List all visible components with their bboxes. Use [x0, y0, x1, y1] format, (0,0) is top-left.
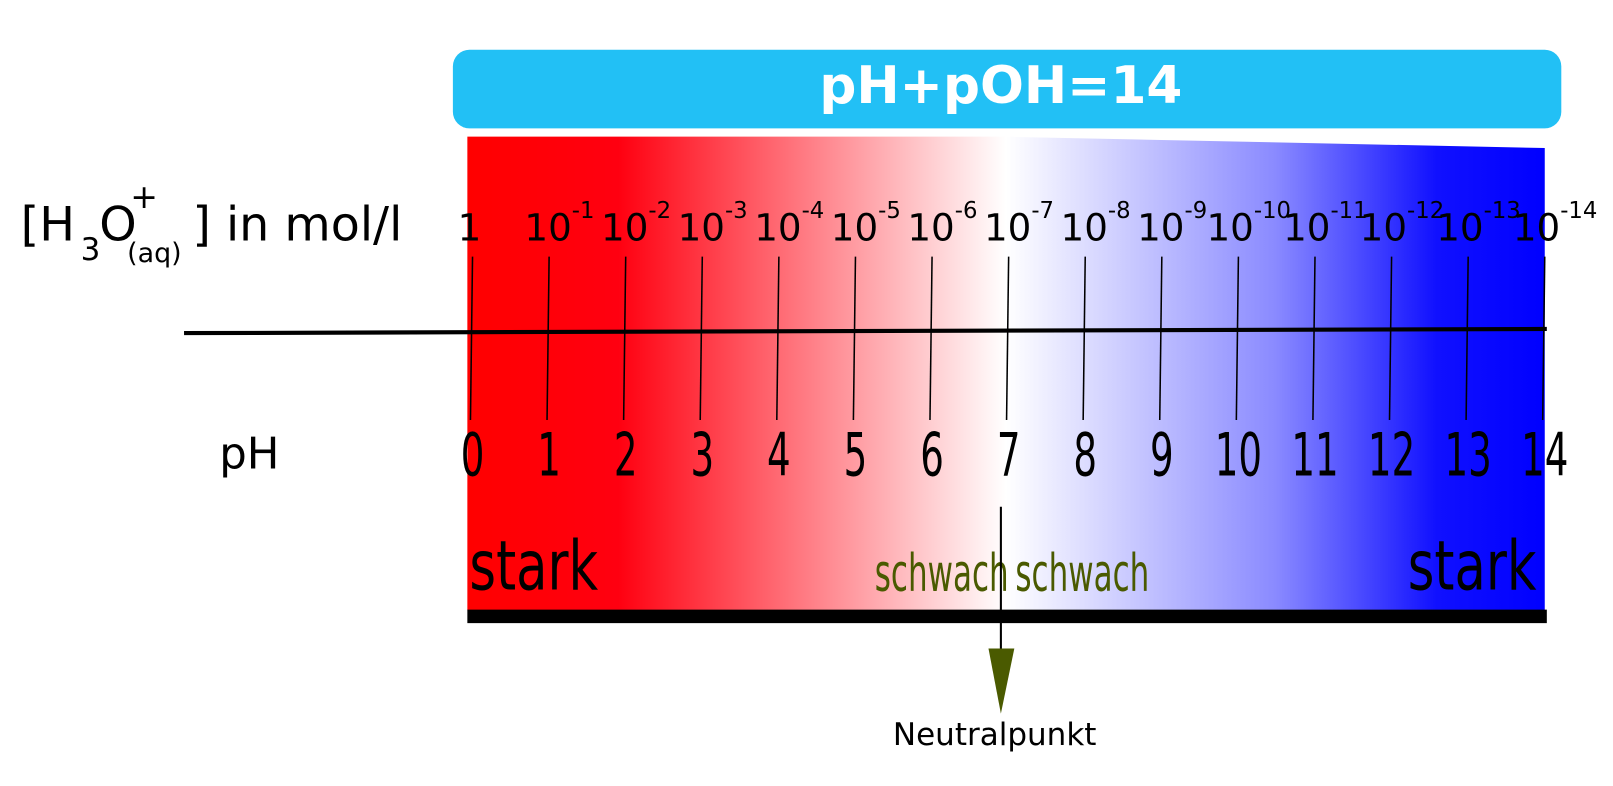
- strong-acid-label: stark: [469, 527, 598, 606]
- strong-base-label: stark: [1408, 527, 1537, 606]
- concentration: 10-4: [754, 198, 824, 250]
- tick-line: [699, 256, 704, 420]
- concentration-exponent: -13: [1484, 198, 1521, 224]
- ph-value: 7: [997, 420, 1021, 490]
- ph-value: 8: [1073, 420, 1097, 490]
- concentration-exponent: -14: [1560, 198, 1597, 224]
- ph-value: 10: [1215, 420, 1262, 490]
- conc-label-charge: +: [130, 177, 158, 216]
- concentration-exponent: -7: [1031, 198, 1054, 224]
- concentration: 10-2: [601, 198, 671, 250]
- concentration-base: 10: [524, 205, 571, 249]
- neutral-label: Neutralpunkt: [893, 717, 1096, 753]
- concentration-base: 10: [1061, 205, 1108, 249]
- tick-line: [469, 256, 474, 420]
- concentration: 10-5: [831, 198, 901, 250]
- weak-acid-label: schwach: [875, 544, 1009, 605]
- concentration-base: 10: [678, 205, 725, 249]
- ph-value: 2: [614, 420, 638, 490]
- concentration: 10-12: [1360, 198, 1445, 250]
- tick-line: [1235, 256, 1240, 420]
- concentration-exponent: -8: [1108, 198, 1131, 224]
- ph-value: 12: [1368, 420, 1415, 490]
- concentration-base: 10: [1360, 205, 1407, 249]
- ph-value: 13: [1445, 420, 1492, 490]
- ph-value: 14: [1521, 420, 1568, 490]
- concentration-exponent: -5: [878, 198, 901, 224]
- ph-value: 5: [844, 420, 868, 490]
- concentration-exponent: -12: [1407, 198, 1444, 224]
- neutral-arrow: [988, 648, 1015, 714]
- ph-value: 4: [767, 420, 791, 490]
- conc-label-open: [H: [21, 198, 75, 253]
- concentration-base: 10: [831, 205, 878, 249]
- tick-line: [1005, 256, 1010, 420]
- concentration-exponent: -1: [572, 198, 595, 224]
- tick-line: [1541, 256, 1546, 420]
- tick-line: [1388, 256, 1393, 420]
- tick-line: [1158, 256, 1163, 420]
- concentration: 10-6: [907, 198, 977, 250]
- ph-value: 11: [1291, 420, 1338, 490]
- concentration-base: 10: [1436, 205, 1483, 249]
- concentration: 10-13: [1436, 198, 1521, 250]
- concentration-exponent: -2: [648, 198, 671, 224]
- tick-line: [546, 256, 550, 420]
- concentration-base: 10: [984, 205, 1031, 249]
- concentration: 10-11: [1283, 198, 1368, 250]
- concentration-base: 10: [601, 205, 648, 249]
- concentration: 10-14: [1513, 198, 1598, 250]
- concentration: 10-8: [1061, 198, 1131, 250]
- concentration-base: 1: [458, 205, 482, 249]
- concentration-base: 10: [1513, 205, 1560, 249]
- conc-label-state: (aq): [127, 238, 182, 269]
- axis-line: [184, 326, 1547, 336]
- concentration: 10-9: [1137, 198, 1207, 250]
- concentration-base: 10: [754, 205, 801, 249]
- concentration-exponent: -11: [1330, 198, 1367, 224]
- concentration: 10-7: [984, 198, 1054, 250]
- concentration-exponent: -3: [725, 198, 748, 224]
- concentration-exponent: -4: [802, 198, 825, 224]
- conc-label-element: O: [99, 198, 136, 253]
- ph-value: 6: [920, 420, 944, 490]
- concentration: 10-10: [1206, 198, 1291, 250]
- tick-line: [1082, 256, 1087, 420]
- concentration-exponent: -10: [1254, 198, 1291, 224]
- tick-line: [776, 256, 780, 420]
- tick-line: [929, 256, 933, 420]
- tick-line: [1465, 256, 1469, 420]
- ticks: 01110-1210-2310-3410-4510-5610-6710-7810…: [458, 198, 1598, 490]
- weak-base-label: schwach: [1015, 544, 1149, 605]
- tick-line: [852, 256, 857, 420]
- concentration-exponent: -6: [955, 198, 978, 224]
- concentration-base: 10: [1137, 205, 1184, 249]
- title-box: [452, 49, 1562, 129]
- ph-label: pH: [219, 430, 279, 480]
- tick-line: [622, 256, 627, 420]
- ph-value: 9: [1150, 420, 1174, 490]
- tick-line: [1312, 256, 1316, 420]
- concentration-base: 10: [907, 205, 954, 249]
- ph-value: 3: [690, 420, 714, 490]
- concentration: 1: [458, 205, 482, 249]
- conc-label-subscript: 3: [81, 232, 101, 268]
- concentration-base: 10: [1283, 205, 1330, 249]
- title: pH+pOH=14: [819, 56, 1182, 116]
- concentration-exponent: -9: [1185, 198, 1208, 224]
- concentration-base: 10: [1206, 205, 1253, 249]
- concentration: 10-1: [524, 198, 594, 250]
- concentration: 10-3: [678, 198, 748, 250]
- ph-value: 0: [461, 420, 485, 490]
- ph-value: 1: [537, 420, 561, 490]
- conc-label-close: ] in mol/l: [192, 198, 402, 253]
- gradient-band: [467, 136, 1545, 611]
